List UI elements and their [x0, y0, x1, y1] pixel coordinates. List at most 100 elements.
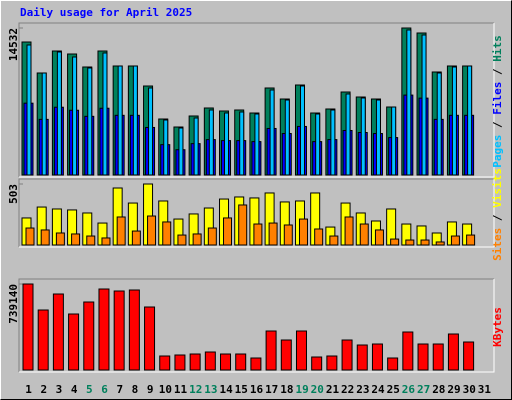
- x-tick-label: 11: [174, 383, 188, 396]
- bar: [375, 99, 381, 176]
- bar: [447, 333, 459, 371]
- bar: [193, 117, 199, 176]
- bar: [268, 222, 278, 246]
- bar: [147, 215, 157, 246]
- bar: [178, 127, 184, 176]
- bar: [204, 351, 216, 371]
- bar: [192, 233, 202, 246]
- bar: [463, 341, 475, 371]
- bar: [374, 229, 384, 246]
- x-tick-label: 28: [432, 383, 445, 396]
- x-tick-label: 8: [132, 383, 139, 396]
- bar: [72, 56, 78, 176]
- bar: [208, 109, 214, 176]
- bar: [450, 235, 460, 246]
- bar: [26, 44, 32, 176]
- bar: [420, 239, 430, 246]
- bar: [356, 344, 368, 371]
- x-tick-label: 7: [116, 383, 123, 396]
- bar: [41, 72, 47, 176]
- x-tick-label: 29: [447, 383, 460, 396]
- legend: Sites / Visits: [491, 168, 504, 261]
- bar: [406, 29, 412, 176]
- legend-entry: Sites: [491, 228, 504, 261]
- bar: [330, 109, 336, 176]
- bar: [52, 293, 64, 371]
- x-tick-label: 1: [25, 383, 32, 396]
- bar: [265, 330, 277, 371]
- bar: [451, 66, 457, 176]
- bar: [163, 119, 169, 176]
- bar: [224, 112, 230, 176]
- panel-frame: [18, 178, 494, 247]
- bar: [37, 309, 49, 371]
- bar: [315, 113, 321, 176]
- bar: [295, 330, 307, 371]
- legend-entry: Files: [491, 82, 504, 115]
- legend-separator: /: [491, 62, 504, 82]
- bar: [280, 339, 292, 371]
- x-tick-label: 5: [86, 383, 93, 396]
- legend-separator: /: [491, 208, 504, 228]
- bar: [162, 221, 172, 246]
- bar: [436, 72, 442, 176]
- bar: [432, 343, 444, 371]
- bar: [117, 65, 123, 176]
- x-tick-label: 22: [341, 383, 354, 396]
- bar: [253, 223, 263, 246]
- chart-title: Daily usage for April 2025: [20, 6, 192, 19]
- bar: [341, 339, 353, 371]
- bar: [391, 106, 397, 176]
- bar: [435, 241, 445, 246]
- bar: [239, 111, 245, 176]
- bar: [405, 239, 415, 246]
- bar: [299, 85, 305, 176]
- bar: [22, 283, 34, 371]
- bar: [311, 356, 323, 371]
- x-tick-label: 10: [159, 383, 172, 396]
- bar: [284, 99, 290, 176]
- panel-frame: [18, 22, 494, 177]
- bar: [25, 227, 35, 246]
- x-tick-label: 23: [356, 383, 369, 396]
- x-tick-label: 6: [101, 383, 108, 396]
- x-tick-label: 19: [295, 383, 308, 396]
- bar: [466, 234, 476, 246]
- bar: [40, 229, 50, 246]
- x-tick-label: 4: [71, 383, 78, 396]
- bar: [71, 233, 81, 246]
- bar: [220, 353, 232, 371]
- bar: [298, 218, 308, 246]
- bar: [207, 227, 217, 246]
- bar: [269, 89, 275, 176]
- legend-entry: Pages: [491, 135, 504, 168]
- bar: [86, 235, 96, 246]
- x-tick-label: 17: [265, 383, 278, 396]
- x-tick-label: 27: [417, 383, 430, 396]
- bar: [360, 97, 366, 176]
- x-tick-label: 30: [463, 383, 476, 396]
- x-tick-label: 18: [280, 383, 293, 396]
- bar: [359, 223, 369, 246]
- x-tick-label: 31: [478, 383, 492, 396]
- bar: [345, 93, 351, 176]
- bar: [283, 224, 293, 246]
- bar: [159, 355, 171, 371]
- bar: [467, 65, 473, 176]
- bar: [177, 234, 187, 246]
- panel-frame: [19, 279, 495, 373]
- bar: [421, 34, 427, 176]
- y-tick-label: 503: [7, 184, 20, 204]
- legend: KBytes: [491, 307, 504, 347]
- legend-separator: /: [491, 115, 504, 135]
- bar: [102, 52, 108, 176]
- x-tick-label: 16: [250, 383, 264, 396]
- bar: [68, 313, 80, 371]
- x-tick-label: 13: [204, 383, 217, 396]
- bar: [98, 288, 110, 371]
- bar: [402, 331, 414, 371]
- bar: [144, 306, 156, 371]
- bar: [390, 238, 400, 246]
- bar: [116, 216, 126, 246]
